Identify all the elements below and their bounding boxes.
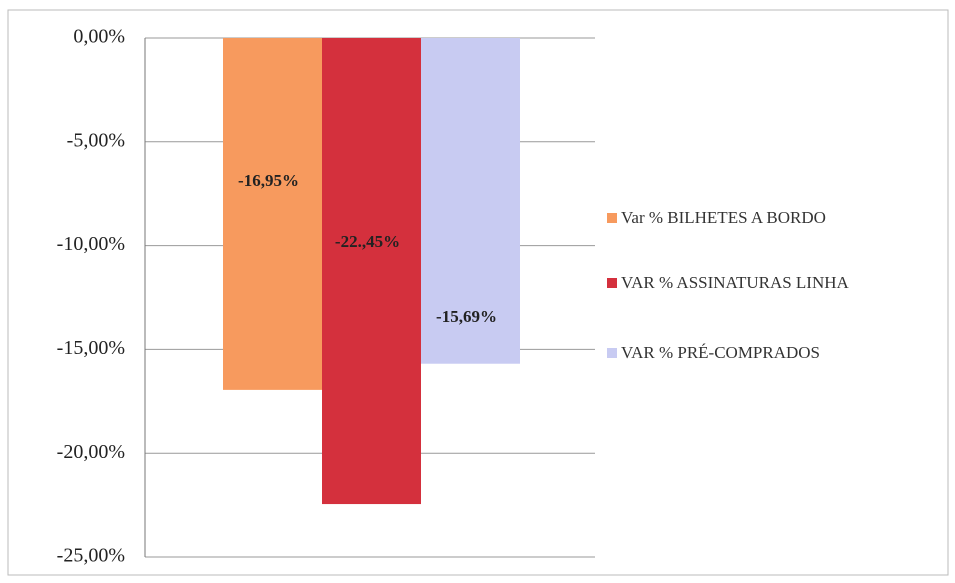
legend-label: VAR % ASSINATURAS LINHA: [621, 273, 849, 292]
legend-swatch: [607, 213, 617, 223]
legend-item: VAR % ASSINATURAS LINHA: [607, 272, 861, 294]
chart-frame: [7, 9, 949, 576]
data-label: -22.,45%: [335, 232, 400, 251]
legend-swatch: [607, 278, 617, 288]
data-label: -15,69%: [436, 307, 497, 326]
bar: [223, 38, 322, 390]
legend-swatch: [607, 348, 617, 358]
legend-item: Var % BILHETES A BORDO: [607, 207, 921, 229]
legend-label: VAR % PRÉ-COMPRADOS: [621, 343, 821, 362]
y-tick-label: -10,00%: [57, 233, 125, 255]
legend-item: VAR % PRÉ-COMPRADOS: [607, 342, 921, 364]
y-tick-label: -15,00%: [57, 337, 125, 359]
bar: [421, 38, 520, 364]
y-tick-label: 0,00%: [73, 26, 125, 48]
bar: [322, 38, 421, 505]
legend-label: Var % BILHETES A BORDO: [621, 208, 826, 227]
y-tick-label: -20,00%: [57, 441, 125, 463]
y-tick-label: -25,00%: [57, 545, 125, 567]
y-tick-label: -5,00%: [67, 129, 125, 151]
data-label: -16,95%: [238, 171, 299, 190]
